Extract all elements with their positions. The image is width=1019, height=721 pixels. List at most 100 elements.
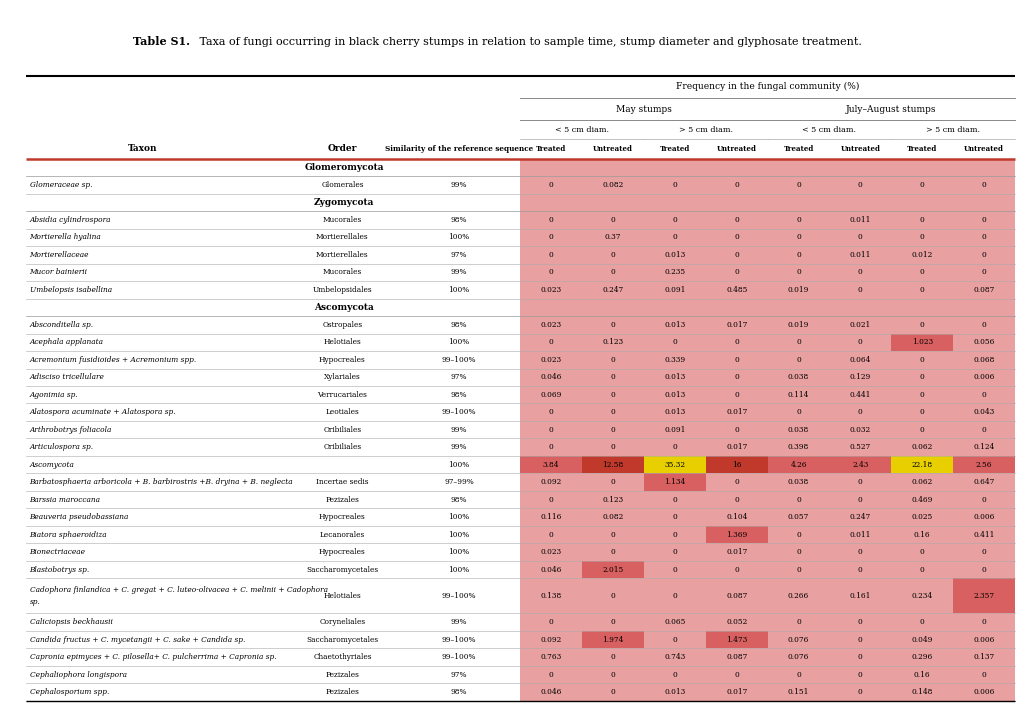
Text: Taxon: Taxon	[128, 144, 158, 153]
Text: 0: 0	[734, 671, 739, 678]
Text: 0.234: 0.234	[911, 592, 931, 600]
Text: 0.161: 0.161	[849, 592, 870, 600]
Text: 0: 0	[672, 671, 677, 678]
Text: 0: 0	[734, 251, 739, 259]
Bar	[582, 421, 643, 438]
Bar	[520, 526, 582, 544]
Bar	[952, 351, 1014, 368]
Bar	[828, 648, 891, 665]
Text: 99–100%: 99–100%	[441, 653, 476, 661]
Text: 0: 0	[919, 355, 923, 364]
Bar	[891, 491, 952, 508]
Text: 0: 0	[672, 636, 677, 644]
Bar	[828, 544, 891, 561]
Bar	[891, 386, 952, 404]
Bar	[952, 578, 1014, 614]
Bar	[767, 246, 828, 264]
Text: 0.411: 0.411	[972, 531, 994, 539]
Text: 0: 0	[672, 495, 677, 504]
Text: < 5 cm diam.: < 5 cm diam.	[802, 125, 856, 133]
Text: 0: 0	[857, 618, 862, 626]
Bar	[767, 421, 828, 438]
Bar	[582, 491, 643, 508]
Text: 100%: 100%	[448, 461, 470, 469]
Bar	[520, 176, 582, 194]
Text: 0.065: 0.065	[663, 618, 685, 626]
Text: 0: 0	[980, 671, 985, 678]
Text: 0: 0	[672, 531, 677, 539]
Text: 0: 0	[610, 478, 614, 486]
Bar	[643, 438, 705, 456]
Text: Untreated: Untreated	[592, 145, 633, 153]
Bar	[643, 246, 705, 264]
Bar	[952, 561, 1014, 578]
Bar	[767, 526, 828, 544]
Text: 0.16: 0.16	[913, 671, 929, 678]
Text: 0: 0	[796, 234, 800, 242]
Bar	[520, 211, 582, 229]
Text: 0: 0	[919, 425, 923, 434]
Text: Verrucariales: Verrucariales	[317, 391, 367, 399]
Text: Bionectriaceae: Bionectriaceae	[30, 548, 86, 556]
Text: 99%: 99%	[450, 618, 467, 626]
Text: 0.046: 0.046	[540, 566, 561, 574]
Text: 1.023: 1.023	[911, 338, 931, 346]
Text: Hypocreales: Hypocreales	[319, 355, 366, 364]
Text: 0.011: 0.011	[849, 251, 870, 259]
Text: 0: 0	[919, 216, 923, 224]
Text: 0: 0	[919, 408, 923, 416]
Bar	[952, 684, 1014, 701]
Bar	[828, 316, 891, 334]
Text: 0.019: 0.019	[787, 286, 808, 293]
Bar	[891, 176, 952, 194]
Bar	[891, 404, 952, 421]
Text: 0: 0	[548, 443, 553, 451]
Bar	[643, 229, 705, 246]
Bar	[952, 264, 1014, 281]
Bar	[582, 316, 643, 334]
Text: 0: 0	[672, 592, 677, 600]
Text: 0: 0	[610, 268, 614, 276]
Text: 100%: 100%	[448, 286, 470, 293]
Bar	[643, 561, 705, 578]
Bar	[828, 421, 891, 438]
Text: Chaetothyriales: Chaetothyriales	[313, 653, 371, 661]
Text: 0: 0	[919, 391, 923, 399]
Text: Untreated: Untreated	[716, 145, 756, 153]
Bar	[705, 421, 767, 438]
Bar	[520, 456, 582, 474]
Bar	[582, 438, 643, 456]
Text: 99–100%: 99–100%	[441, 636, 476, 644]
Text: 0: 0	[734, 391, 739, 399]
Bar	[643, 334, 705, 351]
Bar	[582, 211, 643, 229]
Bar	[767, 264, 828, 281]
Bar	[643, 351, 705, 368]
Text: 0.068: 0.068	[972, 355, 994, 364]
Bar	[705, 508, 767, 526]
Text: 0: 0	[796, 566, 800, 574]
Bar	[705, 438, 767, 456]
Text: 0: 0	[548, 425, 553, 434]
Bar	[520, 281, 582, 298]
Text: Mortierellaceae: Mortierellaceae	[30, 251, 89, 259]
Text: 0.013: 0.013	[663, 688, 685, 696]
Bar	[828, 491, 891, 508]
Text: 0.017: 0.017	[726, 321, 747, 329]
Bar	[643, 578, 705, 614]
Bar	[952, 229, 1014, 246]
Bar	[643, 368, 705, 386]
Bar	[705, 526, 767, 544]
Bar	[767, 491, 828, 508]
Bar	[952, 211, 1014, 229]
Text: Ascomycota: Ascomycota	[30, 461, 74, 469]
Bar	[891, 474, 952, 491]
Bar	[643, 684, 705, 701]
Text: 1.473: 1.473	[726, 636, 747, 644]
Bar	[891, 578, 952, 614]
Bar	[643, 264, 705, 281]
Bar	[705, 246, 767, 264]
Text: 0.266: 0.266	[787, 592, 808, 600]
Bar	[643, 665, 705, 684]
Bar	[582, 404, 643, 421]
